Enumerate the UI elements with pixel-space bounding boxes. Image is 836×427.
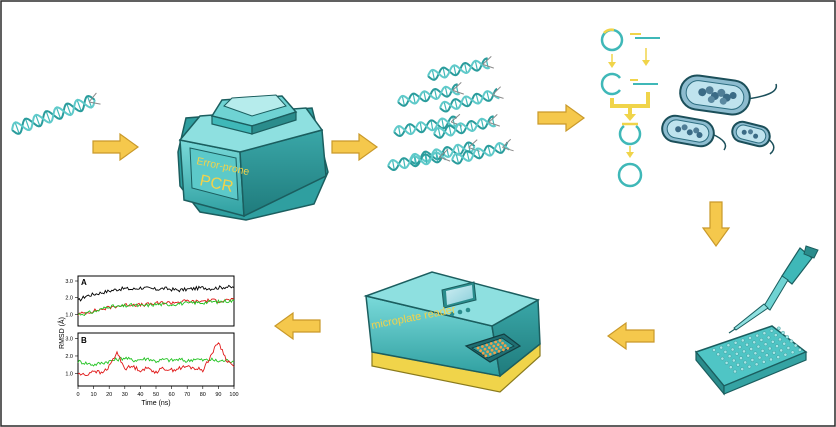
pcr-label-line2: PCR	[198, 172, 235, 196]
arrow-left-5	[606, 321, 655, 351]
mutant-dna-library	[387, 56, 514, 172]
pcr-machine	[177, 94, 329, 221]
y-tick-label: 3.0	[65, 336, 73, 342]
y-tick-label: 2.0	[65, 354, 73, 360]
x-tick-label: 70	[184, 392, 190, 398]
mutant-dna-icon	[433, 114, 500, 139]
arrow-right-2	[331, 132, 379, 162]
x-tick-label: 60	[169, 392, 175, 398]
x-tick-label: 20	[106, 392, 112, 398]
recombinant-plasmid-icon	[617, 162, 643, 188]
rmsd-series-line	[77, 284, 235, 302]
x-tick-label: 50	[153, 392, 159, 398]
x-tick-label: 0	[76, 392, 79, 398]
mutant-dna-icon	[397, 82, 464, 107]
pipette-icon	[728, 245, 819, 334]
bacteria-cells	[661, 74, 778, 155]
linear-plasmid-icon	[600, 72, 621, 96]
y-tick-label: 3.0	[65, 279, 73, 285]
rmsd-panel-b-lines	[77, 342, 235, 376]
arrow-down-4	[701, 201, 731, 248]
reader-button	[465, 307, 471, 313]
mutant-dna-icon	[409, 139, 480, 165]
rmsd-series-line	[77, 297, 235, 316]
arrow-right-3	[537, 103, 586, 133]
bacterium-icon-small	[731, 120, 775, 155]
x-tick-label: 10	[91, 392, 97, 398]
reader-button	[449, 311, 455, 317]
well-plate-icon	[694, 325, 808, 396]
rmsd-y-axis-label: RMSD (Å)	[57, 317, 66, 349]
mutant-dna-icon	[439, 86, 504, 113]
x-tick-label: 30	[122, 392, 128, 398]
rmsd-axes: 0 10 20 30 40 50 60 70 80 90 100 1.0 2.0 3.0 1.0 2.0 3.0	[65, 279, 238, 398]
microplate-reader	[363, 271, 541, 393]
template-dna-icon	[11, 92, 101, 135]
rmsd-panel-a-lines	[77, 284, 235, 316]
rmsd-panel-b-frame	[77, 332, 235, 387]
reader-button	[457, 309, 463, 315]
rmsd-series-line	[77, 298, 235, 316]
x-tick-label: 40	[137, 392, 143, 398]
mutant-dna-icon	[451, 138, 514, 165]
x-tick-label: 80	[200, 392, 206, 398]
mutant-dna-icon	[387, 148, 451, 172]
x-tick-label: 90	[215, 392, 221, 398]
rmsd-panel-a-frame	[77, 275, 235, 327]
bacterium-icon-medium	[661, 114, 727, 151]
rmsd-plot: 0 10 20 30 40 50 60 70 80 90 100 1.0 2.0 3.0 1.0 2.0 3.0…	[57, 275, 239, 407]
y-tick-label: 2.0	[65, 296, 73, 302]
mutant-dna-icon	[427, 56, 494, 81]
x-tick-label: 100	[229, 392, 238, 398]
arrow-right-1	[92, 132, 140, 162]
panel-a-label: A	[81, 278, 87, 287]
cloning-scheme	[600, 28, 660, 188]
dna-helix-icon	[11, 92, 101, 135]
arrow-left-6	[273, 311, 321, 341]
rmsd-series-line	[77, 356, 235, 367]
bacterium-icon-large	[679, 74, 778, 116]
rmsd-x-axis-label: Time (ns)	[141, 400, 170, 407]
rmsd-series-line	[77, 342, 235, 376]
y-tick-label: 1.0	[65, 372, 73, 378]
panel-b-label: B	[81, 336, 87, 345]
y-tick-label: 1.0	[65, 312, 73, 318]
